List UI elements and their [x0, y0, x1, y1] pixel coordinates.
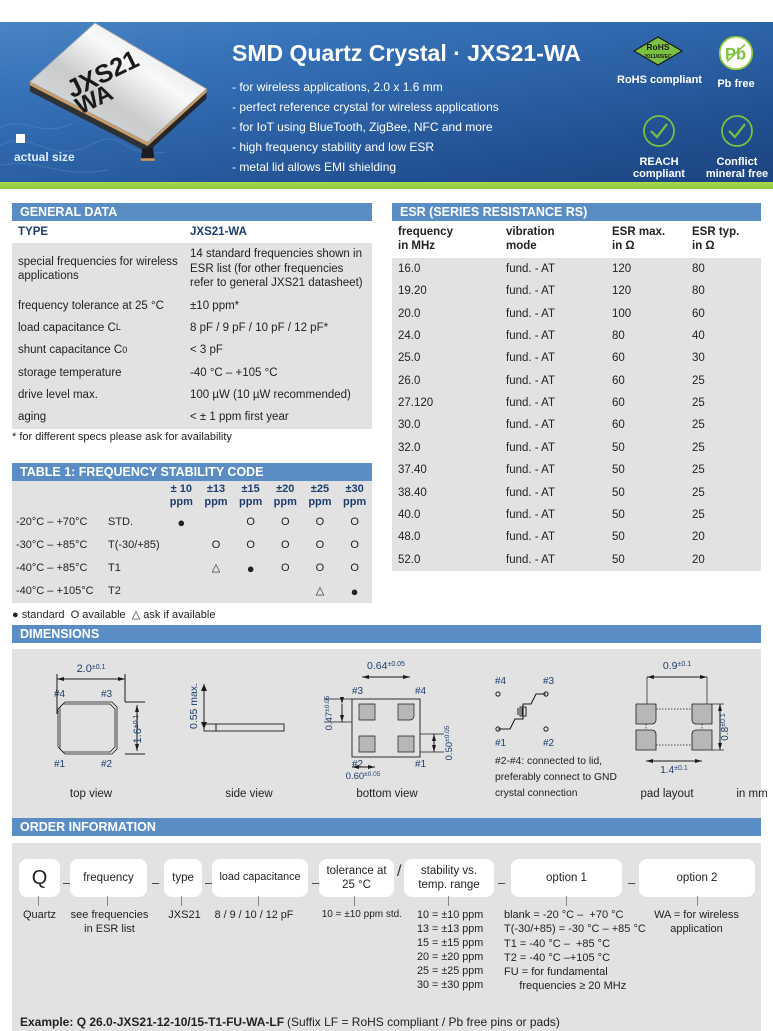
svg-text:0.60±0.05: 0.60±0.05	[346, 771, 381, 782]
svg-text:#4: #4	[54, 689, 66, 700]
svg-text:#3: #3	[101, 689, 113, 700]
svg-text:#4: #4	[415, 686, 427, 697]
svg-text:#1: #1	[415, 759, 427, 770]
svg-text:1.4±0.1: 1.4±0.1	[660, 765, 688, 776]
svg-text:preferably connect to GND: preferably connect to GND	[495, 772, 617, 783]
svg-text:#1: #1	[54, 759, 66, 770]
svg-text:#2: #2	[543, 738, 555, 749]
svg-text:2.0±0.1: 2.0±0.1	[77, 663, 106, 675]
svg-text:0.64±0.05: 0.64±0.05	[367, 660, 405, 672]
svg-text:in mm: in mm	[736, 788, 767, 800]
svg-text:0.50±0.05: 0.50±0.05	[444, 725, 455, 760]
svg-text:0.47±0.05: 0.47±0.05	[324, 695, 335, 730]
svg-text:#1: #1	[495, 738, 507, 749]
svg-text:#2: #2	[101, 759, 113, 770]
svg-text:crystal connection: crystal connection	[495, 788, 578, 799]
svg-text:#2-#4: connected to lid,: #2-#4: connected to lid,	[495, 756, 602, 767]
svg-text:RoHS: RoHS	[646, 42, 669, 52]
svg-text:#3: #3	[352, 686, 364, 697]
svg-text:top view: top view	[70, 788, 113, 800]
svg-text:0.9±0.1: 0.9±0.1	[663, 660, 691, 672]
svg-text:1.6±0.1: 1.6±0.1	[132, 714, 144, 743]
svg-text:0.55 max.: 0.55 max.	[188, 683, 200, 729]
svg-text:0.8±0.1: 0.8±0.1	[720, 713, 731, 741]
svg-text:bottom view: bottom view	[356, 788, 418, 800]
svg-text:#3: #3	[543, 676, 555, 687]
svg-text:2011/65/EC: 2011/65/EC	[644, 54, 672, 60]
svg-text:pad layout: pad layout	[640, 788, 694, 800]
svg-text:side view: side view	[225, 788, 273, 800]
svg-text:#4: #4	[495, 676, 507, 687]
